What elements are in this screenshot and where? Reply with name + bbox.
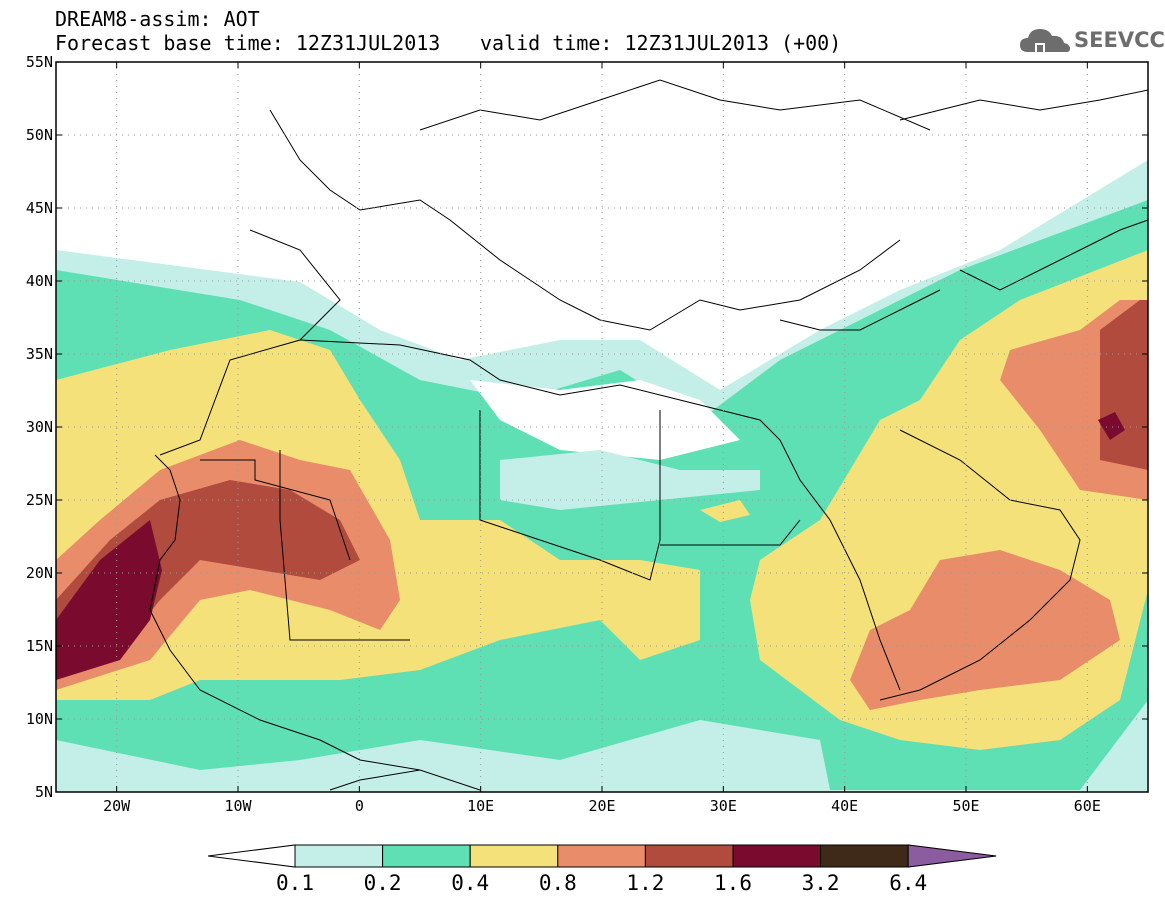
colorbar-over-arrow (907, 844, 997, 868)
colorbar-segment (294, 844, 384, 868)
colorbar-segment (469, 844, 559, 868)
lon-label: 10W (224, 797, 252, 815)
lon-label: 50E (952, 797, 979, 815)
lat-label: 50N (26, 126, 53, 144)
coastlines (149, 79, 1148, 791)
lon-label: 30E (710, 797, 737, 815)
lat-label: 20N (26, 564, 53, 582)
colorbar-label: 0.4 (451, 871, 490, 895)
valid-time: valid time: 12Z31JUL2013 (+00) (480, 31, 842, 55)
colorbar (207, 844, 997, 868)
lat-label: 45N (26, 199, 53, 217)
lon-label: 0 (355, 797, 364, 815)
colorbar-under-arrow (207, 844, 296, 868)
graticule (56, 62, 1148, 792)
lat-label: 40N (26, 272, 53, 290)
colorbar-label: 1.2 (626, 871, 665, 895)
map-title: DREAM8-assim: AOT (55, 7, 260, 31)
colorbar-segment (820, 844, 909, 868)
lat-label: 15N (26, 637, 53, 655)
colorbar-segment (382, 844, 471, 868)
lon-label: 20W (103, 797, 131, 815)
colorbar-label: 1.6 (714, 871, 752, 895)
lon-label: 20E (588, 797, 615, 815)
colorbar-segment (732, 844, 822, 868)
lon-label: 60E (1074, 797, 1101, 815)
forecast-base-time: Forecast base time: 12Z31JUL2013 (55, 31, 441, 55)
colorbar-label: 0.1 (276, 871, 314, 895)
logo-text: SEEVCCC (1074, 28, 1165, 52)
lat-label: 30N (26, 418, 53, 436)
lon-label: 10E (467, 797, 494, 815)
lat-label: 35N (26, 345, 53, 363)
colorbar-label: 3.2 (801, 871, 840, 895)
colorbar-label: 0.8 (538, 871, 577, 895)
lat-label: 55N (26, 53, 53, 71)
lat-label: 5N (35, 783, 53, 801)
colorbar-segment (644, 844, 734, 868)
colorbar-label: 0.2 (363, 871, 402, 895)
lon-label: 40E (831, 797, 858, 815)
lat-label: 10N (26, 710, 53, 728)
lat-label: 25N (26, 491, 53, 509)
seevccc-logo: SEEVCCC (1018, 24, 1165, 56)
colorbar-label: 6.4 (889, 871, 928, 895)
colorbar-segment (557, 844, 646, 868)
cloud-icon (1020, 29, 1070, 52)
